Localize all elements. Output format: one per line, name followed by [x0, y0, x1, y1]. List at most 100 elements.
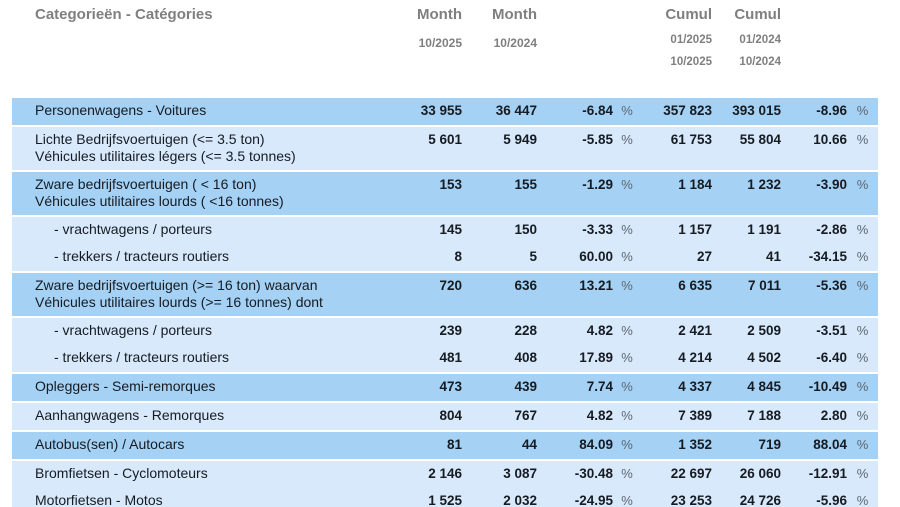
- month-change-value: -5.85: [582, 132, 613, 147]
- percent-sign: %: [621, 493, 633, 507]
- cumul-previous-value-cell: 26 060: [712, 465, 781, 483]
- cumul-previous-value-cell: 719: [712, 436, 781, 454]
- category-label: - vrachtwagens / porteurs: [54, 221, 212, 237]
- month-current-value: 481: [439, 350, 462, 365]
- month-current-value-cell: 2 146: [372, 465, 462, 483]
- table-row: Opleggers - Semi-remorques 473 439 7.74% 4 3…: [12, 374, 878, 401]
- percent-sign-cell: %: [613, 436, 641, 454]
- month-previous-value-cell: 228: [462, 322, 537, 340]
- percent-sign: %: [621, 437, 633, 452]
- cumul-change-value: -3.51: [816, 323, 847, 338]
- cumul-change-value-cell: 88.04: [781, 436, 847, 454]
- percent-sign-cell: %: [613, 322, 641, 340]
- cumul-previous-value: 1 232: [747, 177, 781, 192]
- percent-sign: %: [856, 177, 869, 192]
- cumul-current-value: 61 753: [670, 132, 712, 147]
- month-previous-value: 767: [514, 408, 537, 423]
- cumul-change-value: -2.86: [816, 222, 847, 237]
- cumul-current-period-end: 10/2025: [670, 56, 712, 68]
- month-change-value-cell: 4.82: [537, 322, 613, 340]
- month-previous-value: 5: [529, 249, 537, 264]
- month-previous-value-cell: 150: [462, 221, 537, 239]
- cumul-current-value-cell: 4 337: [641, 378, 712, 396]
- cumul-previous-period-end: 10/2024: [739, 56, 781, 68]
- category-cell: - vrachtwagens / porteurs: [12, 322, 372, 339]
- cumul-previous-value: 55 804: [739, 132, 781, 147]
- cumul-current-value-cell: 2 421: [641, 322, 712, 340]
- category-cell: Zware bedrijfsvoertuigen (>= 16 ton) waa…: [12, 277, 372, 311]
- cumul-previous-column-header: Cumul 01/2024 10/2024: [712, 7, 781, 69]
- category-label: Véhicules utilitaires légers (<= 3.5 ton…: [35, 148, 296, 164]
- cumul-current-value: 6 635: [678, 278, 712, 293]
- month-previous-value: 5 949: [503, 132, 537, 147]
- month-current-value: 2 146: [428, 466, 462, 481]
- month-previous-value: 636: [514, 278, 537, 293]
- percent-sign: %: [856, 437, 869, 452]
- month-previous-value-cell: 439: [462, 378, 537, 396]
- cumul-current-value-cell: 1 157: [641, 221, 712, 239]
- month-previous-value: 155: [514, 177, 537, 192]
- cumul-previous-value: 7 011: [747, 278, 781, 293]
- month-previous-value-cell: 408: [462, 349, 537, 367]
- percent-sign-cell: %: [613, 378, 641, 396]
- month-previous-label: Month: [492, 6, 537, 23]
- month-current-value: 145: [439, 222, 462, 237]
- cumul-current-value: 1 352: [678, 437, 712, 452]
- month-current-period: 10/2025: [418, 36, 462, 50]
- month-previous-value: 408: [514, 350, 537, 365]
- table-header: Categorieën - Catégories Month 10/2025 M…: [0, 0, 900, 98]
- cumul-change-value: -3.90: [816, 177, 847, 192]
- category-cell: Personenwagens - Voitures: [12, 102, 372, 119]
- month-current-value-cell: 1 525: [372, 492, 462, 507]
- cumul-current-value: 2 421: [678, 323, 712, 338]
- cumul-previous-value-cell: 393 015: [712, 102, 781, 120]
- cumul-current-value-cell: 1 184: [641, 176, 712, 194]
- percent-sign-cell: %: [847, 277, 878, 295]
- percent-sign-cell: %: [847, 492, 878, 507]
- month-change-value-cell: -30.48: [537, 465, 613, 483]
- month-change-value: 7.74: [586, 379, 613, 394]
- percent-sign: %: [856, 379, 869, 394]
- cumul-previous-value-cell: 4 502: [712, 349, 781, 367]
- percent-sign-cell: %: [847, 436, 878, 454]
- cumul-change-value-cell: -5.96: [781, 492, 847, 507]
- cumul-current-value-cell: 357 823: [641, 102, 712, 120]
- month-previous-value-cell: 36 447: [462, 102, 537, 120]
- cumul-previous-value: 2 509: [747, 323, 781, 338]
- month-previous-period: 10/2024: [493, 36, 537, 50]
- cumul-previous-value: 7 188: [747, 408, 781, 423]
- percent-sign-cell: %: [847, 221, 878, 239]
- month-current-value: 81: [446, 437, 462, 452]
- month-current-value: 1 525: [428, 493, 462, 507]
- table-row: Zware bedrijfsvoertuigen (>= 16 ton) waa…: [12, 273, 878, 316]
- percent-sign: %: [856, 278, 869, 293]
- percent-sign-cell: %: [613, 492, 641, 507]
- month-change-value: 4.82: [586, 323, 613, 338]
- month-change-value: -30.48: [574, 466, 613, 481]
- month-current-value: 720: [439, 278, 462, 293]
- percent-sign-cell: %: [613, 465, 641, 483]
- cumul-change-value: -34.15: [808, 249, 847, 264]
- category-label: Véhicules utilitaires lourds (>= 16 tonn…: [35, 294, 323, 310]
- percent-sign-cell: %: [847, 378, 878, 396]
- percent-sign: %: [621, 132, 633, 147]
- cumul-change-value-cell: 2.80: [781, 407, 847, 425]
- cumul-previous-value-cell: 7 188: [712, 407, 781, 425]
- month-change-value: 17.89: [579, 350, 613, 365]
- percent-sign: %: [856, 466, 869, 481]
- cumul-previous-value-cell: 1 191: [712, 221, 781, 239]
- month-change-value-cell: -24.95: [537, 492, 613, 507]
- month-previous-value-cell: 5: [462, 248, 537, 266]
- cumul-change-value-cell: -12.91: [781, 465, 847, 483]
- percent-sign: %: [621, 466, 633, 481]
- month-current-value: 804: [439, 408, 462, 423]
- category-cell: Autobus(sen) / Autocars: [12, 436, 372, 453]
- cumul-change-value-cell: -8.96: [781, 102, 847, 120]
- month-change-value-cell: 7.74: [537, 378, 613, 396]
- category-label: Bromfietsen - Cyclomoteurs: [35, 465, 208, 481]
- cumul-change-value: 10.66: [813, 132, 847, 147]
- category-cell: Zware bedrijfsvoertuigen ( < 16 ton) Véhi…: [12, 176, 372, 210]
- cumul-current-period-start: 01/2025: [670, 34, 712, 46]
- month-previous-value: 2 032: [503, 493, 537, 507]
